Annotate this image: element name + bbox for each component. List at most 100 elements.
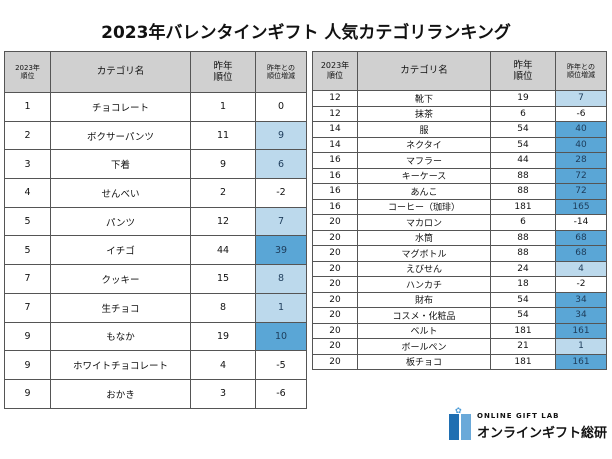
change-cell: -14 (555, 214, 607, 231)
last-rank-cell: 24 (490, 260, 556, 277)
change-cell: -6 (255, 378, 307, 409)
rank-cell: 20 (312, 291, 358, 308)
category-cell: 財布 (357, 291, 491, 308)
category-cell: マグボトル (357, 245, 491, 262)
table-row: 20 ベルト 181 161 (312, 322, 607, 339)
change-cell: 28 (555, 152, 607, 169)
rank-cell: 9 (4, 321, 51, 352)
change-cell: 34 (555, 291, 607, 308)
table-row: 16 マフラー 44 28 (312, 152, 607, 169)
change-cell: 165 (555, 198, 607, 215)
gift-icon-right (461, 414, 471, 440)
last-rank-cell: 181 (490, 198, 556, 215)
last-rank-cell: 15 (190, 264, 256, 294)
rank-cell: 12 (312, 90, 358, 107)
category-cell: 生チョコ (50, 292, 191, 323)
last-rank-cell: 21 (490, 338, 556, 355)
rank-cell: 9 (4, 350, 51, 380)
change-cell: 72 (555, 183, 607, 200)
rank-cell: 20 (312, 214, 358, 231)
category-cell: チョコレート (50, 92, 191, 122)
table-row: 20 えびせん 24 4 (312, 260, 607, 277)
table-row: 20 マカロン 6 -14 (312, 214, 607, 231)
table-row: 20 ボールペン 21 1 (312, 338, 607, 355)
last-rank-cell: 8 (190, 292, 256, 323)
table-row: 2 ボクサーパンツ 11 9 (4, 120, 307, 151)
last-rank-cell: 44 (490, 152, 556, 169)
category-cell: キーケース (357, 167, 491, 184)
ranking-table-left: 2023年 順位 カテゴリ名 昨年 順位 昨年との 順位増減 1 チョコレート 1 0… (4, 51, 307, 409)
last-rank-cell: 181 (490, 353, 556, 370)
last-rank-cell: 6 (490, 105, 556, 122)
last-rank-cell: 4 (190, 350, 256, 380)
rank-cell: 9 (4, 378, 51, 409)
table-row: 5 イチゴ 44 39 (4, 235, 307, 266)
change-cell: 4 (555, 260, 607, 277)
ranking-table-right: 2023年 順位 カテゴリ名 昨年 順位 昨年との 順位増減 12 靴下 19 7 12… (312, 51, 607, 370)
table-row: 20 マグボトル 88 68 (312, 245, 607, 262)
change-cell: 7 (255, 206, 307, 237)
rank-cell: 3 (4, 149, 51, 180)
last-rank-cell: 3 (190, 378, 256, 409)
last-rank-cell: 88 (490, 229, 556, 246)
table-row: 14 ネクタイ 54 40 (312, 136, 607, 153)
header-category: カテゴリ名 (50, 51, 191, 93)
rank-cell: 1 (4, 92, 51, 122)
header-last-rank: 昨年 順位 (490, 51, 556, 91)
rank-cell: 20 (312, 276, 358, 293)
rank-cell: 16 (312, 183, 358, 200)
ribbon-icon: ✿ (455, 406, 462, 415)
category-cell: コスメ・化粧品 (357, 307, 491, 324)
change-cell: -2 (255, 178, 307, 208)
change-cell: 68 (555, 245, 607, 262)
category-cell: ボールペン (357, 338, 491, 355)
last-rank-cell: 6 (490, 214, 556, 231)
rank-cell: 7 (4, 264, 51, 294)
last-rank-cell: 19 (190, 321, 256, 352)
category-cell: ボクサーパンツ (50, 120, 191, 151)
category-cell: 板チョコ (357, 353, 491, 370)
category-cell: パンツ (50, 206, 191, 237)
table-row: 14 服 54 40 (312, 121, 607, 138)
change-cell: 6 (255, 149, 307, 180)
header-last-rank: 昨年 順位 (190, 51, 256, 93)
last-rank-cell: 1 (190, 92, 256, 122)
category-cell: ホワイトチョコレート (50, 350, 191, 380)
change-cell: 1 (555, 338, 607, 355)
last-rank-cell: 54 (490, 136, 556, 153)
last-rank-cell: 44 (190, 235, 256, 266)
table-row: 16 あんこ 88 72 (312, 183, 607, 200)
change-cell: 161 (555, 322, 607, 339)
last-rank-cell: 11 (190, 120, 256, 151)
category-cell: クッキー (50, 264, 191, 294)
header-category: カテゴリ名 (357, 51, 491, 91)
table-row: 9 もなか 19 10 (4, 321, 307, 352)
table-row: 3 下着 9 6 (4, 149, 307, 180)
change-cell: 72 (555, 167, 607, 184)
change-cell: -5 (255, 350, 307, 380)
page-title: 2023年バレンタインギフト 人気カテゴリランキング (101, 23, 511, 43)
table-row: 16 コーヒー（珈琲） 181 165 (312, 198, 607, 215)
category-cell: ベルト (357, 322, 491, 339)
table-row: 20 ハンカチ 18 -2 (312, 276, 607, 293)
change-cell: 161 (555, 353, 607, 370)
category-cell: あんこ (357, 183, 491, 200)
change-cell: 68 (555, 229, 607, 246)
rank-cell: 20 (312, 307, 358, 324)
table-row: 12 抹茶 6 -6 (312, 105, 607, 122)
rank-cell: 4 (4, 178, 51, 208)
table-row: 20 財布 54 34 (312, 291, 607, 308)
category-cell: マカロン (357, 214, 491, 231)
table-row: 20 板チョコ 181 161 (312, 353, 607, 370)
category-cell: 下着 (50, 149, 191, 180)
change-cell: -6 (555, 105, 607, 122)
category-cell: えびせん (357, 260, 491, 277)
category-cell: 水筒 (357, 229, 491, 246)
category-cell: 靴下 (357, 90, 491, 107)
table-row: 12 靴下 19 7 (312, 90, 607, 107)
rank-cell: 20 (312, 260, 358, 277)
change-cell: 0 (255, 92, 307, 122)
rank-cell: 5 (4, 235, 51, 266)
last-rank-cell: 181 (490, 322, 556, 339)
rank-cell: 7 (4, 292, 51, 323)
